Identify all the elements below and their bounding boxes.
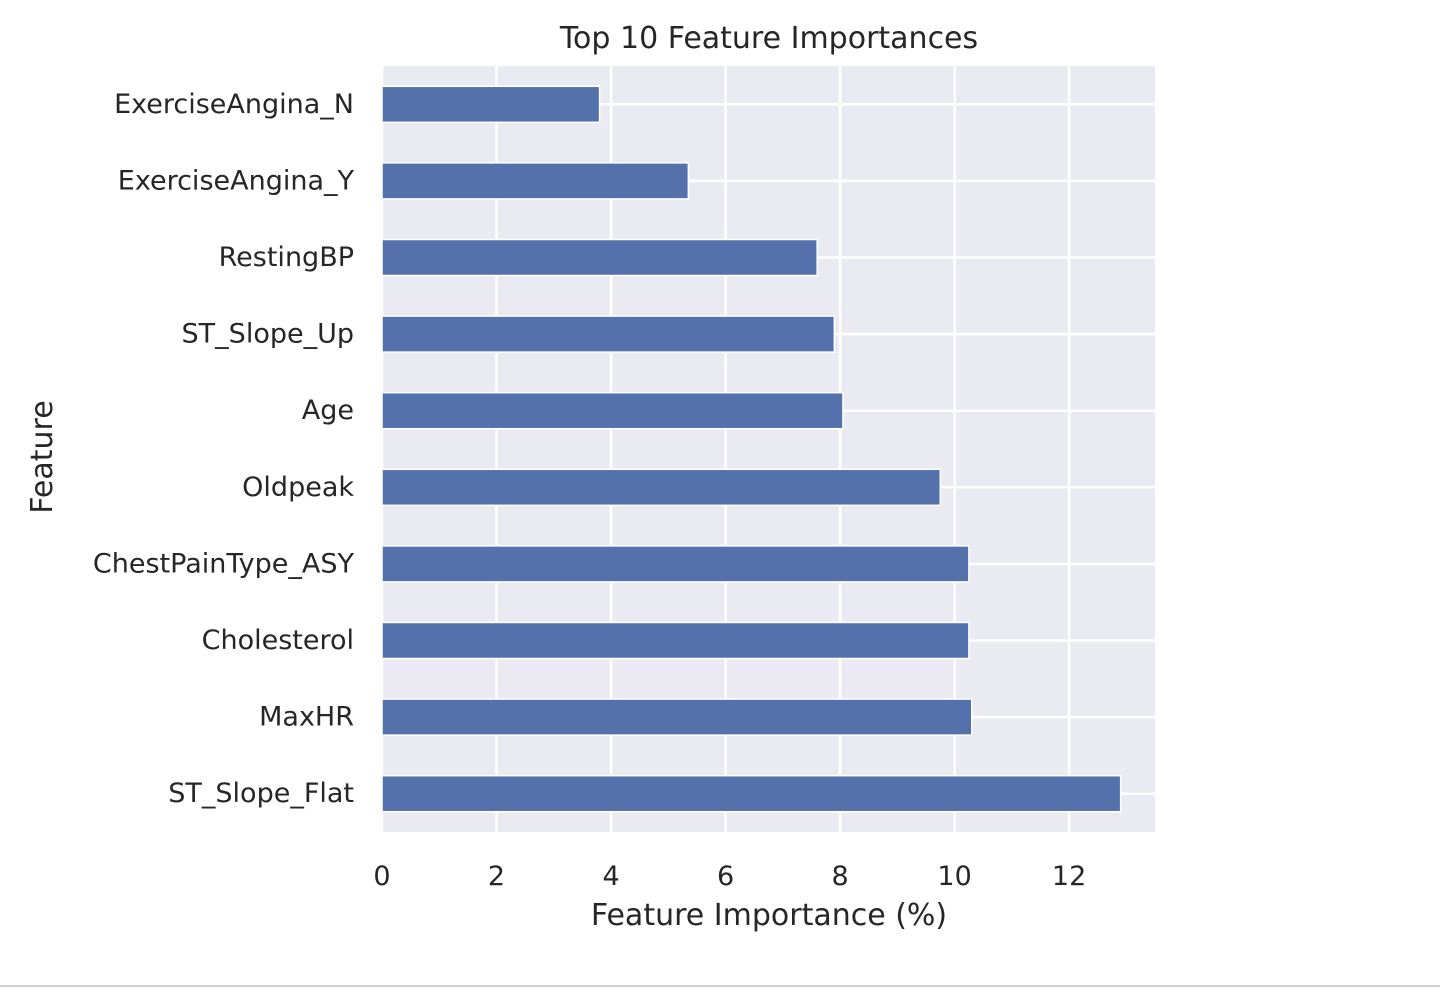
- x-tick-label-2: 4: [602, 861, 619, 892]
- x-axis-label: Feature Importance (%): [591, 898, 947, 933]
- y-tick-label-1: ExerciseAngina_Y: [118, 165, 355, 196]
- bar-MaxHR: [381, 698, 973, 736]
- bottom-divider: [0, 985, 1440, 987]
- x-tick-label-4: 8: [831, 861, 848, 892]
- y-tick-label-0: ExerciseAngina_N: [114, 89, 354, 120]
- y-tick-labels: ExerciseAngina_N ExerciseAngina_Y RestingB…: [93, 89, 355, 809]
- bars: [381, 85, 1122, 813]
- y-tick-label-5: Oldpeak: [242, 472, 354, 503]
- y-tick-label-3: ST_Slope_Up: [182, 319, 354, 350]
- y-tick-label-8: MaxHR: [259, 702, 354, 733]
- x-tick-labels: 0 2 4 6 8 10 12: [373, 861, 1086, 892]
- y-tick-label-4: Age: [302, 395, 354, 426]
- bar-ChestPainType_ASY: [381, 545, 970, 583]
- bar-ST_Slope_Flat: [381, 774, 1122, 813]
- chart-title: Top 10 Feature Importances: [559, 21, 978, 56]
- bar-ST_Slope_Up: [381, 315, 836, 353]
- y-tick-label-6: ChestPainType_ASY: [93, 548, 355, 579]
- y-tick-label-9: ST_Slope_Flat: [168, 778, 354, 809]
- x-tick-label-6: 12: [1052, 861, 1086, 892]
- y-axis-label: Feature: [25, 400, 60, 513]
- bar-Cholesterol: [381, 621, 970, 660]
- bar-ExerciseAngina_N: [381, 85, 601, 124]
- y-tick-label-2: RestingBP: [219, 242, 354, 273]
- x-tick-label-3: 6: [717, 861, 734, 892]
- x-tick-label-1: 2: [488, 861, 505, 892]
- bar-Oldpeak: [381, 468, 942, 507]
- bar-ExerciseAngina_Y: [381, 162, 690, 200]
- x-tick-label-0: 0: [373, 861, 390, 892]
- x-tick-label-5: 10: [937, 861, 971, 892]
- y-tick-label-7: Cholesterol: [202, 625, 354, 656]
- bar-RestingBP: [381, 238, 818, 277]
- bar-Age: [381, 391, 844, 430]
